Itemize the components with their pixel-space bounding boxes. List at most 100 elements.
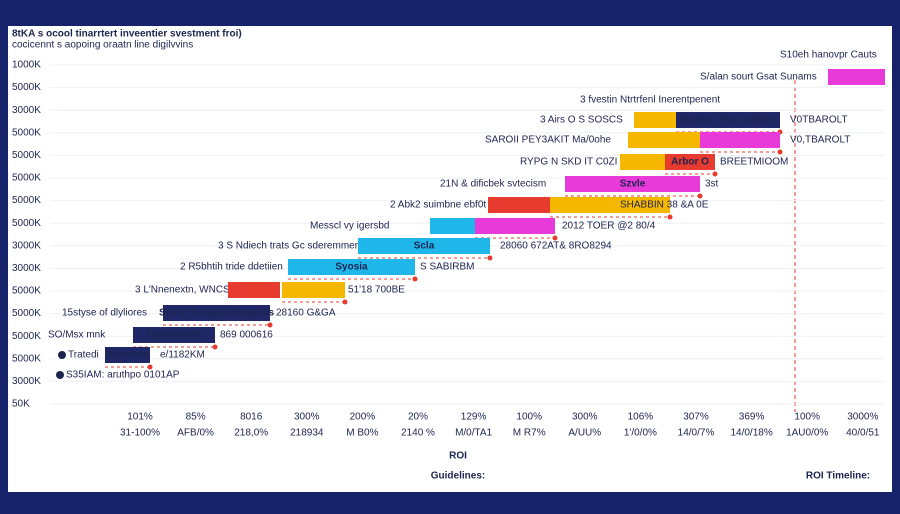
dot (697, 193, 703, 199)
x-tick-label: M B0% (346, 428, 378, 439)
row-note: 28160 G&GA (276, 308, 336, 319)
bar-segment (475, 218, 555, 234)
dot (58, 351, 66, 359)
row-note: 2012 TOER @2 80/4 (562, 221, 656, 232)
y-tick-label: 50K (12, 399, 30, 410)
dot (412, 276, 418, 282)
dot (487, 255, 493, 261)
y-tick-label: 5000K (12, 195, 41, 206)
y-tick-label: 5000K (12, 218, 41, 229)
bar-segment (282, 282, 345, 298)
bar-segment (163, 305, 270, 321)
bar-segment (665, 154, 715, 170)
row-label: 21N & dificbek svtecism (440, 179, 546, 190)
x-tick-label: M R7% (513, 428, 546, 439)
row-note: 51'18 700BE (348, 285, 405, 296)
x-tick-label: 106% (628, 412, 654, 423)
y-tick-label: 1000K (12, 60, 41, 71)
row-label: 2 Abk2 suimbne ebf0t (390, 200, 486, 211)
bar-text: Scvie(.3.,oacterfouomas (159, 308, 274, 319)
y-tick-label: 5000K (12, 308, 41, 319)
bar-segment (634, 112, 676, 128)
x-tick-label: M/0/TA1 (455, 428, 492, 439)
row-label: RYPG N SKD IT C0ZI (520, 157, 617, 168)
x-tick-label: 31-100% (120, 428, 160, 439)
bar-segment (133, 327, 215, 343)
dot (147, 364, 153, 370)
bar-text: ABevluin (106, 350, 149, 361)
bar-segment (565, 176, 700, 192)
row-note: SHABBIN 38 &A 0E (620, 200, 709, 211)
y-tick-label: 5000K (12, 331, 41, 342)
dot (552, 235, 558, 241)
y-tick-label: 5000K (12, 173, 41, 184)
row-note: V0TBAROLT (790, 115, 848, 126)
x-tick-label: 40/0/51 (846, 428, 880, 439)
x-tick-label: 100% (794, 412, 820, 423)
row-label: 3 L'Nnenextn, WNCS (135, 285, 230, 296)
x-tick-label: A/UU% (568, 428, 601, 439)
bar-segment (288, 259, 415, 275)
bar-text: Robocl Trnd mvtivs (682, 115, 775, 126)
x-tick-label: 101% (127, 412, 153, 423)
y-tick-label: 3000K (12, 240, 41, 251)
y-tick-label: 3000K (12, 105, 41, 116)
x-tick-label: 129% (461, 412, 487, 423)
bar-segment (550, 197, 670, 213)
row-note: e/1182KM (160, 350, 205, 361)
row-label: S35IAM: aruthpo 0101AP (66, 370, 180, 381)
bar-segment (620, 154, 665, 170)
bar-segment (358, 238, 490, 254)
row-caption: 3 fvestin Ntrtrfenl Inerentpenent (580, 95, 720, 106)
x-tick-label: 1'/0/0% (624, 428, 657, 439)
row-label: Messcl vy igersbd (310, 221, 389, 232)
footer-label: ROI Timeline: (806, 471, 870, 482)
row-label: SAROII PEY3AKIT Ma/0ohe (485, 135, 611, 146)
x-tick-label: 300% (572, 412, 598, 423)
bar-segment (105, 347, 150, 363)
row-note: 869 000616 (220, 330, 273, 341)
row-label: SO/Msx mnk (48, 330, 106, 341)
bar-text: Arbor O (671, 157, 709, 168)
y-tick-label: 5000K (12, 286, 41, 297)
bar-text: Szvle (620, 179, 646, 190)
x-tick-label: 85% (186, 412, 206, 423)
x-tick-label: 8016 (240, 412, 263, 423)
x-tick-label: 1AU0/0% (786, 428, 828, 439)
row-label: 2 R5bhtih tride ddetiien (180, 262, 283, 273)
bar-segment (676, 112, 780, 128)
bar-text: ElysaSBNE (147, 330, 201, 341)
footer-label: ROI (449, 451, 467, 462)
x-tick-label: 369% (739, 412, 765, 423)
bar-segment (700, 132, 780, 148)
x-tick-label: 20% (408, 412, 428, 423)
panel (8, 26, 892, 492)
y-tick-label: 5000K (12, 82, 41, 93)
row-note: 28060 672AT& 8RO8294 (500, 241, 612, 252)
row-note: 3st (705, 179, 719, 190)
dot (212, 344, 218, 350)
dot (777, 149, 783, 155)
bar-text: Scla (414, 241, 435, 252)
bar-segment (430, 218, 475, 234)
row-label: 15styse of dlyliores (62, 308, 147, 319)
dot (56, 371, 64, 379)
x-tick-label: 3000% (847, 412, 878, 423)
bar-segment (828, 69, 885, 85)
row-note: V0,TBAROLT (790, 135, 850, 146)
x-tick-label: 14/0/7% (678, 428, 715, 439)
dot (667, 214, 673, 220)
x-tick-label: 307% (683, 412, 709, 423)
x-tick-label: 218,0% (234, 428, 268, 439)
row-label: 3 S Ndiech trats Gc sderemment (218, 241, 363, 252)
title-line: 8tKA s ocool tinarrtert inveentier svest… (12, 29, 242, 40)
dot (342, 299, 348, 305)
x-tick-label: 2140 % (401, 428, 435, 439)
x-tick-label: AFB/0% (177, 428, 214, 439)
dot (267, 322, 273, 328)
row-caption: S10eh hanovpr Cauts (780, 50, 877, 61)
y-tick-label: 3000K (12, 376, 41, 387)
row-label: Tratedi (68, 350, 99, 361)
x-tick-label: 100% (516, 412, 542, 423)
